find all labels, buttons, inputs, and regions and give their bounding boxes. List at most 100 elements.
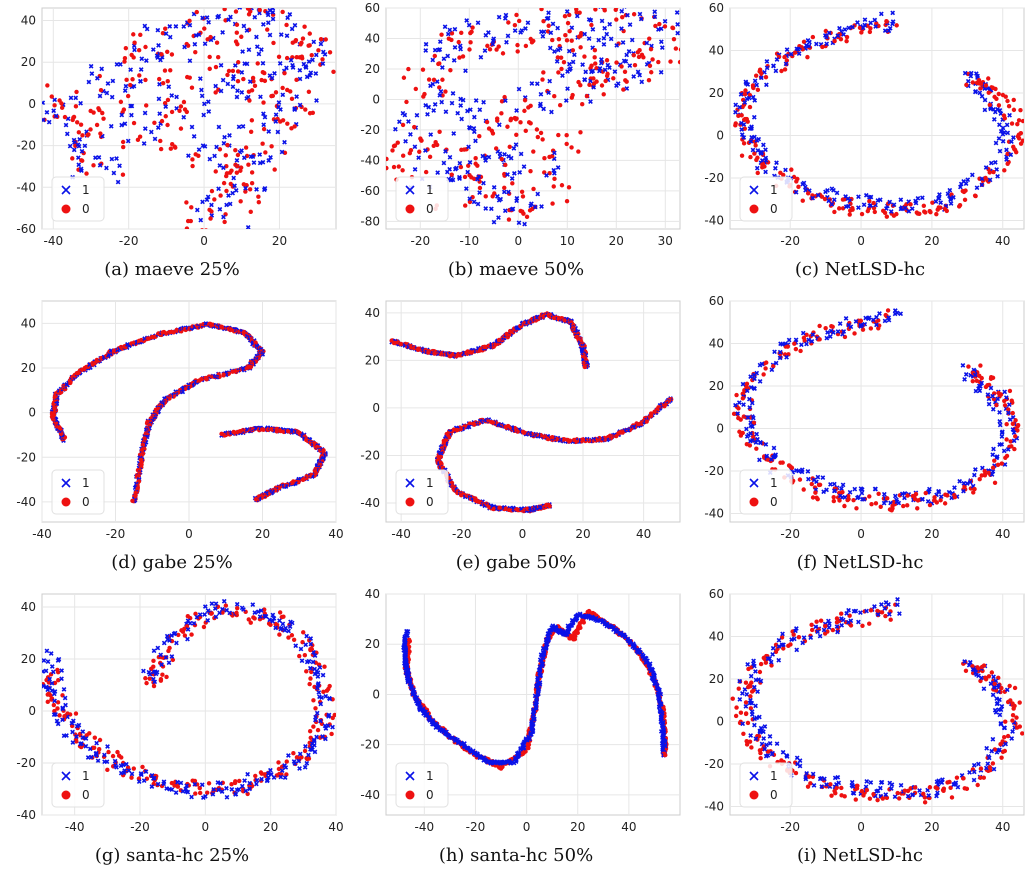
point-class-1 [151,648,157,654]
x-tick-label: -20 [780,234,800,248]
point-class-1 [200,15,205,21]
point-class-1 [240,124,246,129]
point-class-1 [78,100,83,106]
point-class-1 [582,77,588,83]
point-class-1 [938,200,944,205]
point-class-0 [118,99,124,105]
point-class-0 [589,22,594,28]
point-class-1 [828,482,833,487]
point-class-1 [951,194,956,200]
point-class-0 [578,82,583,88]
point-class-0 [668,59,673,64]
point-class-0 [837,498,842,503]
point-class-0 [302,748,308,754]
point-class-0 [535,134,541,140]
point-class-0 [467,172,472,178]
point-class-0 [331,69,336,74]
point-class-1 [405,478,415,488]
point-class-0 [73,143,78,148]
point-class-1 [166,660,172,666]
point-class-0 [207,54,212,60]
point-class-0 [782,352,788,357]
point-class-1 [237,8,243,10]
point-class-0 [497,505,502,510]
point-class-0 [662,24,668,29]
point-class-0 [319,721,325,727]
point-class-1 [297,766,302,771]
point-class-1 [287,624,293,630]
point-class-0 [938,498,943,503]
point-class-0 [574,8,579,12]
point-class-1 [478,54,484,60]
point-class-1 [807,39,812,45]
point-class-1 [501,189,507,195]
point-class-1 [518,30,524,35]
point-class-1 [497,151,503,156]
point-class-0 [962,197,968,203]
point-class-0 [854,506,859,511]
point-class-1 [303,63,309,69]
subplot-c: -20 0 20 40 -40 -20 0 20 40 60 1 0 (c) NetLSD-hc [688,0,1032,293]
point-class-0 [269,93,274,99]
point-class-0 [791,174,797,180]
legend-box [739,469,793,515]
point-class-1 [330,724,335,730]
point-class-0 [852,331,857,336]
point-class-1 [441,160,447,166]
point-class-1 [597,66,603,71]
point-class-1 [114,156,119,161]
point-class-0 [983,175,988,181]
point-class-0 [189,85,195,90]
point-class-0 [79,158,85,163]
point-class-1 [199,93,205,99]
point-class-1 [887,199,893,205]
point-class-0 [1016,118,1022,123]
point-class-1 [796,468,801,474]
point-class-1 [79,148,85,154]
point-class-0 [520,209,525,214]
point-class-0 [316,48,321,53]
point-class-0 [160,80,166,86]
point-class-0 [97,737,103,743]
point-class-1 [175,779,180,785]
point-class-1 [54,718,60,724]
point-class-1 [74,734,79,740]
point-class-1 [129,771,135,777]
point-class-1 [259,47,264,52]
point-class-1 [47,676,53,682]
point-class-0 [269,144,274,149]
point-class-0 [165,49,170,54]
point-class-0 [321,689,326,695]
point-class-0 [330,715,335,721]
point-class-0 [277,771,282,777]
point-class-0 [289,96,295,102]
point-class-1 [44,109,50,115]
point-class-1 [638,16,644,22]
point-class-0 [915,498,921,503]
point-class-1 [806,337,812,343]
point-class-0 [169,52,175,57]
point-class-1 [232,63,238,68]
point-class-1 [191,620,197,626]
point-class-0 [308,735,313,740]
point-class-1 [89,754,94,760]
point-class-1 [1011,135,1016,140]
point-class-1 [123,83,129,89]
point-class-0 [792,50,798,55]
point-class-1 [261,122,267,128]
point-class-1 [1001,130,1007,135]
point-class-0 [76,130,82,135]
point-class-0 [188,218,194,224]
point-class-1 [194,207,200,213]
point-class-0 [780,460,785,465]
point-class-1 [268,767,273,773]
point-class-0 [222,219,227,225]
point-class-1 [919,195,925,201]
point-class-0 [752,151,757,156]
point-class-1 [590,27,596,32]
point-class-1 [995,173,1000,179]
point-class-1 [980,465,985,471]
point-class-1 [266,158,272,163]
